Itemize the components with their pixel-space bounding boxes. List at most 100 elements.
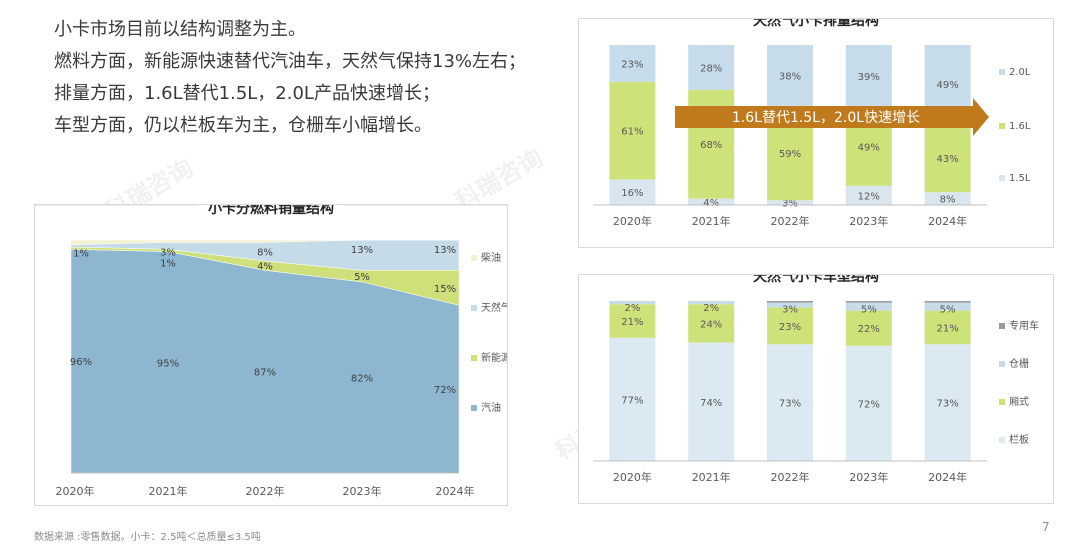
data-label: 87% <box>254 368 276 379</box>
data-label: 21% <box>936 323 958 334</box>
legend-swatch <box>999 437 1005 443</box>
bar-segment <box>845 345 892 461</box>
bar-segment <box>609 81 656 180</box>
data-label: 23% <box>621 59 643 70</box>
fuel-structure-chart: 小卡分燃料销量结构 96% 95% 87% 82% 72% 1% 4% 5% 15% 1% 3% 8% 1… <box>34 204 508 506</box>
legend-label: 新能源 <box>481 351 507 364</box>
bar-segment <box>688 45 735 90</box>
legend-label: 柴油 <box>481 251 501 264</box>
data-label: 72% <box>434 385 456 396</box>
legend-swatch <box>999 123 1005 129</box>
data-label: 3% <box>160 247 176 258</box>
bar-segment <box>845 185 892 205</box>
data-label: 4% <box>703 198 719 209</box>
legend-swatch <box>471 355 477 361</box>
data-label: 49% <box>858 143 880 154</box>
x-tick-label: 2021年 <box>692 214 731 228</box>
data-label: 5% <box>861 305 877 316</box>
bar-segment <box>767 200 813 205</box>
legend-swatch <box>471 305 477 311</box>
x-tick-label: 2023年 <box>343 484 382 498</box>
bar-segment <box>924 301 971 303</box>
bar-segment <box>688 198 735 205</box>
data-label: 2% <box>703 303 719 314</box>
bar-segment <box>924 310 971 345</box>
data-label: 13% <box>351 245 373 256</box>
data-label: 72% <box>858 399 880 410</box>
chart-title: 天然气小卡排量结构 <box>753 19 879 29</box>
data-label: 22% <box>858 324 880 335</box>
data-label: 5% <box>940 305 956 316</box>
bar-segment <box>845 301 892 303</box>
bar-segment <box>688 342 735 461</box>
legend-swatch <box>999 323 1005 329</box>
data-label: 95% <box>157 358 179 369</box>
bar-segment <box>845 302 892 311</box>
x-tick-label: 2020年 <box>613 470 652 484</box>
data-label: 15% <box>434 284 456 295</box>
data-label: 3% <box>782 199 798 210</box>
data-label: 74% <box>700 398 722 409</box>
data-label: 43% <box>936 154 958 165</box>
legend-swatch <box>471 255 477 261</box>
bar-segment <box>767 302 813 308</box>
data-label: 73% <box>779 399 801 410</box>
legend-swatch <box>999 69 1005 75</box>
data-label: 8% <box>257 247 273 258</box>
bar-segment <box>609 179 656 205</box>
intro-line: 车型方面，仍以栏板车为主，仓栅车小幅增长。 <box>54 115 432 136</box>
data-label: 1% <box>73 249 89 260</box>
x-tick-label: 2024年 <box>436 484 475 498</box>
bar-segment <box>609 301 656 305</box>
x-tick-label: 2021年 <box>692 470 731 484</box>
data-label: 96% <box>70 357 92 368</box>
bar-segment <box>845 45 892 108</box>
legend-label: 专用车 <box>1009 319 1039 332</box>
data-label: 49% <box>936 80 958 91</box>
bar-segment <box>609 304 656 338</box>
data-label: 68% <box>700 140 722 151</box>
legend-swatch <box>471 405 477 411</box>
bar-segment <box>767 307 813 345</box>
x-tick-label: 2023年 <box>849 214 888 228</box>
bar-segment <box>924 302 971 311</box>
x-tick-label: 2023年 <box>849 470 888 484</box>
displacement-chart-svg: 天然气小卡排量结构 16% 61% 23% 2020年 4% 68% 28% 2021年 3% 59… <box>593 19 1031 228</box>
intro-line: 燃料方面，新能源快速替代汽油车，天然气保持13%左右； <box>54 51 527 72</box>
legend-label: 2.0L <box>1009 67 1031 78</box>
data-label: 28% <box>700 63 722 74</box>
bar-segment <box>767 344 813 461</box>
data-label: 77% <box>621 395 643 406</box>
trend-arrow <box>675 98 989 136</box>
legend-swatch <box>999 175 1005 181</box>
bar-segment <box>845 310 892 346</box>
x-tick-label: 2022年 <box>771 470 810 484</box>
data-label: 13% <box>434 245 456 256</box>
legend-label: 1.5L <box>1009 173 1031 184</box>
legend-label: 汽油 <box>481 401 501 414</box>
data-label: 73% <box>936 399 958 410</box>
legend-label: 天然气 <box>481 301 507 314</box>
bar-segment <box>924 192 971 205</box>
data-label: 5% <box>354 272 370 283</box>
data-label: 2% <box>624 303 640 314</box>
legend-label: 栏板 <box>1009 433 1029 446</box>
x-tick-label: 2024年 <box>928 470 967 484</box>
data-label: 61% <box>621 127 643 138</box>
data-label: 16% <box>621 188 643 199</box>
data-label: 38% <box>779 71 801 82</box>
data-label: 21% <box>621 317 643 328</box>
area-series-柴油 <box>70 239 459 245</box>
bar-segment <box>609 337 656 461</box>
x-tick-label: 2020年 <box>613 214 652 228</box>
x-tick-label: 2022年 <box>771 214 810 228</box>
x-tick-label: 2020年 <box>56 484 95 498</box>
intro-line: 小卡市场目前以结构调整为主。 <box>54 19 306 40</box>
bar-segment <box>767 45 813 106</box>
page-number: 7 <box>1042 520 1050 534</box>
data-label: 1% <box>160 259 176 270</box>
bar-segment <box>688 301 735 305</box>
trend-annotation: 1.6L替代1.5L，2.0L快速增长 <box>732 110 920 126</box>
data-label: 59% <box>779 149 801 160</box>
